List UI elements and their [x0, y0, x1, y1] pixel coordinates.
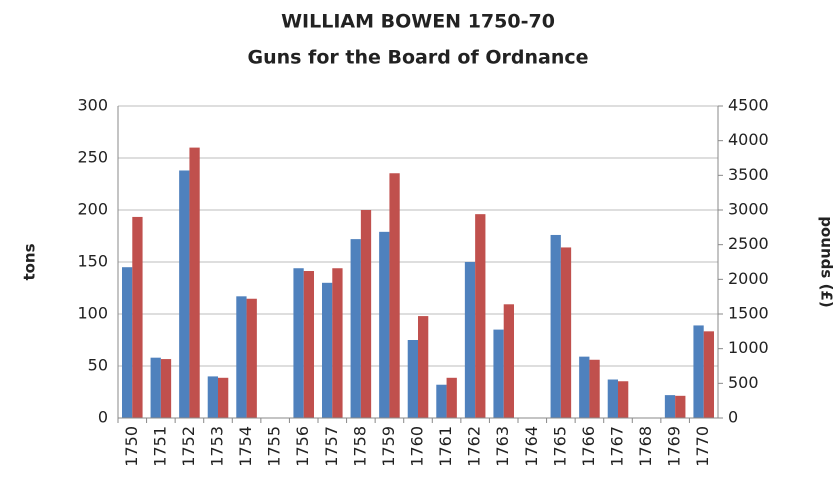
- x-tick-label: 1759: [379, 426, 398, 467]
- bar: [579, 356, 590, 418]
- bar: [503, 304, 514, 418]
- bar: [122, 267, 133, 418]
- x-tick-label: 1751: [150, 426, 169, 467]
- y2-tick-label: 1500: [728, 304, 769, 323]
- bar: [389, 173, 400, 418]
- bar: [189, 147, 200, 418]
- x-tick-label: 1766: [579, 426, 598, 467]
- bar: [446, 377, 457, 418]
- x-tick-label: 1762: [465, 426, 484, 467]
- y-tick-label: 250: [77, 148, 108, 167]
- bar: [618, 381, 629, 418]
- bar: [675, 395, 686, 418]
- bar: [550, 234, 561, 418]
- x-tick-label: 1755: [265, 426, 284, 467]
- x-tick-label: 1770: [693, 426, 712, 467]
- bar: [703, 331, 714, 418]
- y2-tick-label: 3500: [728, 165, 769, 184]
- y-tick-label: 200: [77, 200, 108, 219]
- x-tick-label: 1763: [493, 426, 512, 467]
- x-tick-label: 1753: [208, 426, 227, 467]
- x-tick-label: 1756: [293, 426, 312, 467]
- x-tick-label: 1765: [550, 426, 569, 467]
- y2-axis-label: pounds (£): [818, 216, 836, 307]
- bar: [350, 239, 361, 418]
- bar: [322, 282, 333, 418]
- bar: [475, 214, 486, 418]
- x-tick-label: 1754: [236, 426, 255, 467]
- x-tick-label: 1758: [350, 426, 369, 467]
- bar: [332, 268, 343, 418]
- bar: [664, 395, 676, 418]
- x-tick-label: 1768: [636, 426, 655, 467]
- bar: [493, 329, 504, 418]
- bar: [150, 357, 161, 418]
- bar: [303, 271, 314, 418]
- y2-tick-label: 4000: [728, 130, 769, 149]
- bar: [207, 376, 218, 418]
- chart-title: WILLIAM BOWEN 1750-70: [281, 11, 555, 33]
- y2-tick-label: 500: [728, 373, 759, 392]
- x-tick-label: 1757: [322, 426, 341, 467]
- x-tick-label: 1769: [665, 426, 684, 467]
- y-tick-label: 0: [98, 408, 108, 427]
- x-tick-label: 1760: [408, 426, 427, 467]
- y-tick-label: 150: [77, 252, 108, 271]
- x-tick-label: 1750: [122, 426, 141, 467]
- y-tick-label: 100: [77, 304, 108, 323]
- bar: [693, 325, 704, 418]
- bar: [179, 170, 190, 418]
- bar: [160, 359, 172, 418]
- y-axis-label: tons: [21, 243, 39, 280]
- bar: [246, 298, 257, 418]
- bar: [407, 340, 418, 418]
- y-tick-label: 300: [77, 96, 108, 115]
- bar: [589, 359, 600, 418]
- y2-tick-label: 3000: [728, 200, 769, 219]
- bar: [607, 379, 618, 418]
- x-tick-label: 1752: [179, 426, 198, 467]
- y2-tick-label: 2000: [728, 269, 769, 288]
- bar: [236, 296, 247, 418]
- y2-tick-label: 4500: [728, 96, 769, 115]
- bar: [379, 231, 390, 418]
- bar: [436, 384, 447, 418]
- y2-tick-label: 1000: [728, 338, 769, 357]
- bar: [132, 216, 143, 418]
- x-tick-label: 1767: [608, 426, 627, 467]
- bar: [218, 377, 229, 418]
- bar: [464, 262, 476, 418]
- y-tick-label: 50: [88, 356, 108, 375]
- y2-tick-label: 0: [728, 408, 738, 427]
- bar: [560, 247, 572, 418]
- bar: [360, 210, 372, 418]
- x-tick-label: 1761: [436, 426, 455, 467]
- bar: [418, 316, 429, 418]
- x-tick-label: 1764: [522, 426, 541, 467]
- bar: [293, 268, 304, 418]
- chart-subtitle: Guns for the Board of Ordnance: [247, 47, 588, 69]
- y2-tick-label: 2500: [728, 234, 769, 253]
